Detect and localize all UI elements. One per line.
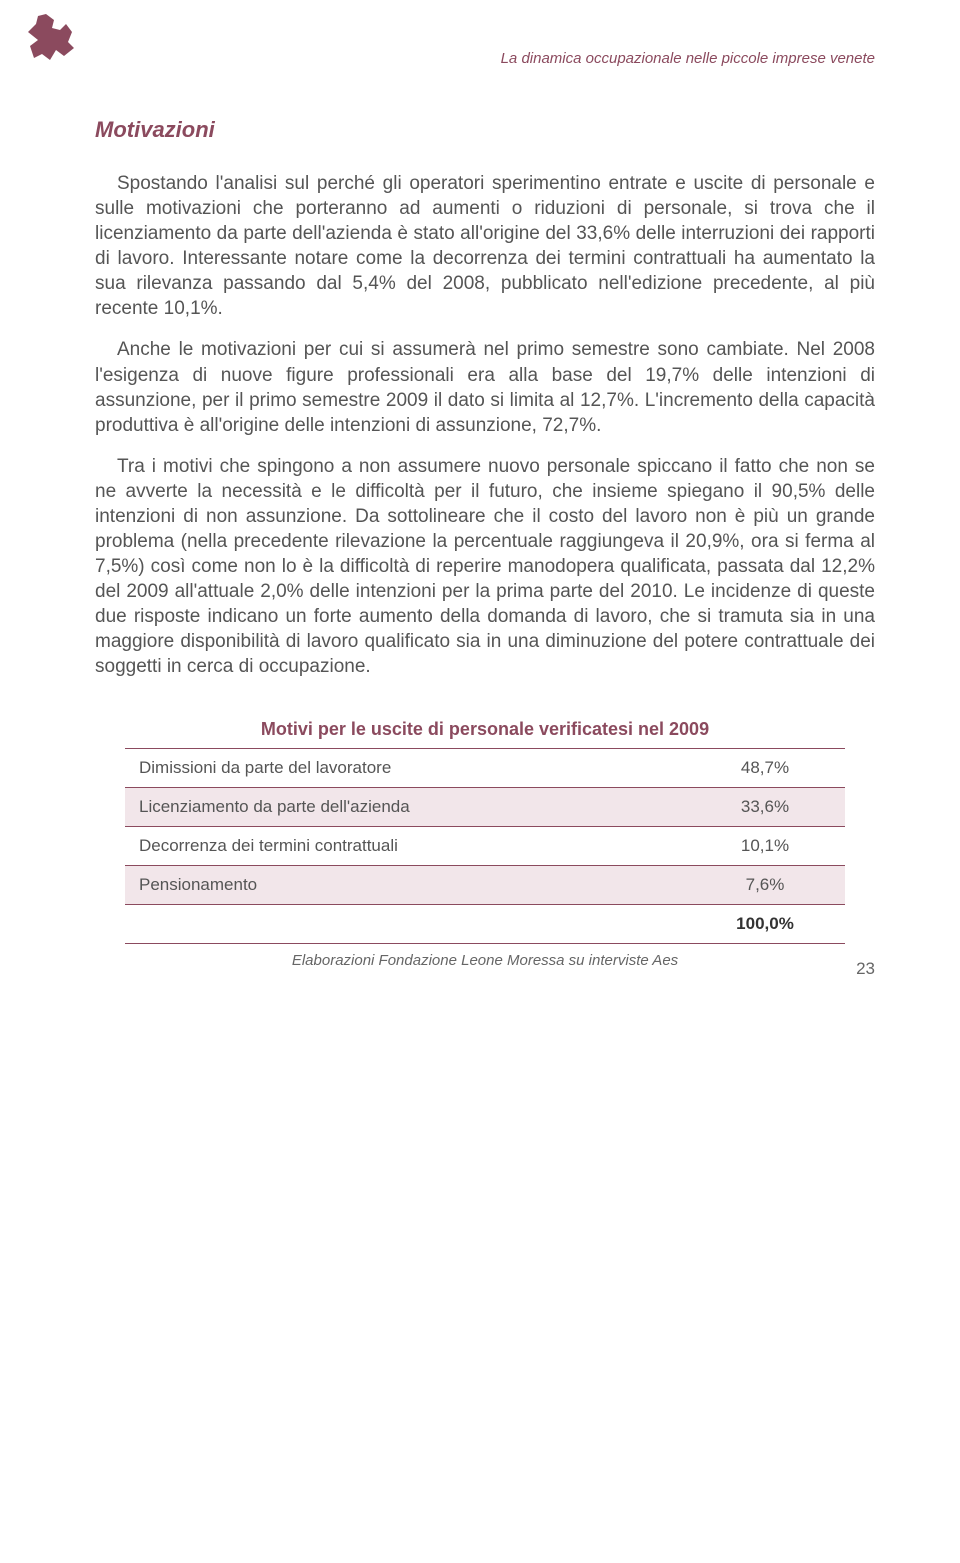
page-number: 23 bbox=[856, 959, 875, 979]
section-title: Motivazioni bbox=[95, 117, 875, 143]
table-row: Decorrenza dei termini contrattuali 10,1… bbox=[125, 827, 845, 866]
table-cell-label: Licenziamento da parte dell'azienda bbox=[125, 788, 685, 827]
table-cell-value: 48,7% bbox=[685, 749, 845, 788]
table-cell-label: Pensionamento bbox=[125, 866, 685, 905]
table-title: Motivi per le uscite di personale verifi… bbox=[125, 719, 845, 748]
table-cell-value: 100,0% bbox=[685, 905, 845, 944]
running-title: La dinamica occupazionale nelle piccole … bbox=[95, 50, 875, 67]
paragraph: Spostando l'analisi sul perché gli opera… bbox=[95, 171, 875, 321]
table-cell-value: 7,6% bbox=[685, 866, 845, 905]
table-caption: Elaborazioni Fondazione Leone Moressa su… bbox=[125, 952, 845, 969]
table-cell-value: 33,6% bbox=[685, 788, 845, 827]
table-cell-label: Dimissioni da parte del lavoratore bbox=[125, 749, 685, 788]
body-text: Spostando l'analisi sul perché gli opera… bbox=[95, 171, 875, 679]
paragraph: Anche le motivazioni per cui si assumerà… bbox=[95, 337, 875, 437]
table-cell-label: Decorrenza dei termini contrattuali bbox=[125, 827, 685, 866]
table-row: Licenziamento da parte dell'azienda 33,6… bbox=[125, 788, 845, 827]
data-table: Dimissioni da parte del lavoratore 48,7%… bbox=[125, 748, 845, 944]
table-row: Pensionamento 7,6% bbox=[125, 866, 845, 905]
table-row-total: 100,0% bbox=[125, 905, 845, 944]
paragraph: Tra i motivi che spingono a non assumere… bbox=[95, 454, 875, 680]
region-logo-icon bbox=[20, 10, 80, 70]
data-table-container: Motivi per le uscite di personale verifi… bbox=[95, 719, 875, 969]
table-cell-label bbox=[125, 905, 685, 944]
table-cell-value: 10,1% bbox=[685, 827, 845, 866]
table-row: Dimissioni da parte del lavoratore 48,7% bbox=[125, 749, 845, 788]
